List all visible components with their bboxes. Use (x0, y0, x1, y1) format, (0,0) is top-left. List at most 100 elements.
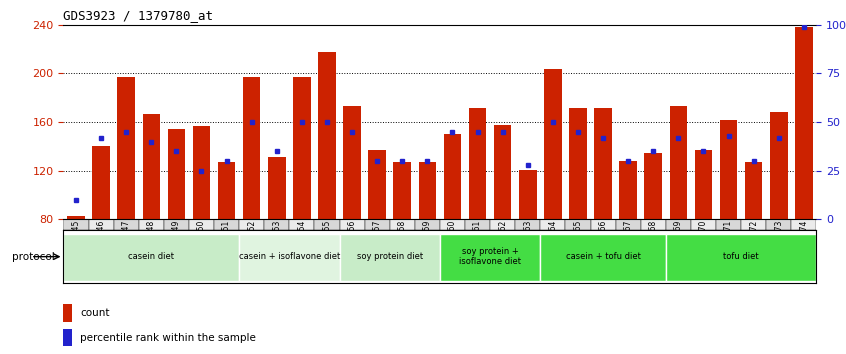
Text: GSM586067: GSM586067 (624, 220, 633, 267)
Text: GSM586073: GSM586073 (774, 220, 783, 267)
Bar (594, 108, 612, 219)
Bar (63, 329, 73, 347)
Bar (419, 162, 437, 219)
Bar (289, 219, 315, 230)
Text: GSM586063: GSM586063 (524, 220, 532, 267)
Text: GSM586062: GSM586062 (498, 220, 507, 266)
Bar (390, 219, 415, 230)
Bar (640, 219, 666, 230)
Bar (343, 106, 361, 219)
Text: GSM586048: GSM586048 (147, 220, 156, 266)
Bar (189, 219, 214, 230)
Bar (118, 77, 135, 219)
Bar (666, 219, 691, 230)
Bar (544, 69, 562, 219)
FancyBboxPatch shape (541, 234, 666, 280)
Bar (139, 219, 164, 230)
Bar (766, 219, 791, 230)
Text: GSM586061: GSM586061 (473, 220, 482, 266)
Bar (591, 219, 616, 230)
Text: GSM586045: GSM586045 (72, 220, 80, 267)
Text: GSM586057: GSM586057 (373, 220, 382, 267)
Text: GSM586068: GSM586068 (649, 220, 657, 266)
Text: GDS3923 / 1379780_at: GDS3923 / 1379780_at (63, 9, 213, 22)
Bar (469, 108, 486, 219)
Bar (490, 219, 515, 230)
Bar (569, 108, 587, 219)
Text: GSM586046: GSM586046 (96, 220, 106, 267)
Text: GSM586070: GSM586070 (699, 220, 708, 267)
Bar (193, 126, 211, 219)
Bar (619, 161, 637, 219)
Text: protocol: protocol (12, 252, 55, 262)
FancyBboxPatch shape (63, 234, 239, 280)
Bar (164, 219, 189, 230)
FancyBboxPatch shape (239, 234, 339, 280)
Bar (691, 219, 716, 230)
Text: soy protein diet: soy protein diet (357, 252, 423, 261)
Bar (89, 219, 113, 230)
Text: GSM586049: GSM586049 (172, 220, 181, 267)
Bar (565, 219, 591, 230)
Text: soy protein +
isoflavone diet: soy protein + isoflavone diet (459, 247, 521, 266)
Bar (243, 77, 261, 219)
Text: count: count (80, 308, 109, 318)
Text: GSM586064: GSM586064 (548, 220, 558, 267)
Bar (67, 216, 85, 219)
Text: GSM586047: GSM586047 (122, 220, 130, 267)
Bar (791, 219, 816, 230)
Bar (318, 52, 336, 219)
Bar (440, 219, 465, 230)
Text: GSM586072: GSM586072 (750, 220, 758, 266)
Text: GSM586071: GSM586071 (724, 220, 733, 266)
Bar (239, 219, 264, 230)
Text: GSM586055: GSM586055 (322, 220, 332, 267)
Text: GSM586053: GSM586053 (272, 220, 281, 267)
Bar (63, 304, 73, 322)
Bar (214, 219, 239, 230)
Text: GSM586058: GSM586058 (398, 220, 407, 266)
Bar (669, 106, 687, 219)
Text: GSM586069: GSM586069 (674, 220, 683, 267)
Text: GSM586054: GSM586054 (298, 220, 306, 267)
Text: percentile rank within the sample: percentile rank within the sample (80, 332, 255, 343)
Bar (720, 120, 738, 219)
Bar (113, 219, 139, 230)
Bar (515, 219, 541, 230)
Text: GSM586066: GSM586066 (599, 220, 607, 267)
Bar (770, 113, 788, 219)
Bar (63, 219, 89, 230)
Bar (741, 219, 766, 230)
Text: GSM586056: GSM586056 (348, 220, 356, 267)
Bar (645, 153, 662, 219)
Bar (519, 170, 536, 219)
Text: GSM586052: GSM586052 (247, 220, 256, 266)
Bar (264, 219, 289, 230)
Bar (494, 125, 512, 219)
Text: GSM586074: GSM586074 (799, 220, 808, 267)
Bar (716, 219, 741, 230)
Bar (616, 219, 640, 230)
Text: tofu diet: tofu diet (723, 252, 759, 261)
Text: GSM586050: GSM586050 (197, 220, 206, 267)
Text: casein diet: casein diet (129, 252, 174, 261)
Bar (365, 219, 390, 230)
Bar (541, 219, 565, 230)
Bar (744, 162, 762, 219)
Bar (339, 219, 365, 230)
Bar (695, 150, 712, 219)
FancyBboxPatch shape (440, 234, 541, 280)
Bar (142, 114, 160, 219)
Bar (92, 147, 110, 219)
FancyBboxPatch shape (666, 234, 816, 280)
Bar (217, 162, 235, 219)
Bar (315, 219, 339, 230)
Bar (795, 27, 813, 219)
Bar (415, 219, 440, 230)
Text: casein + tofu diet: casein + tofu diet (566, 252, 640, 261)
Bar (393, 162, 411, 219)
Text: GSM586051: GSM586051 (222, 220, 231, 266)
Bar (168, 130, 185, 219)
Text: casein + isoflavone diet: casein + isoflavone diet (239, 252, 340, 261)
Bar (368, 150, 386, 219)
